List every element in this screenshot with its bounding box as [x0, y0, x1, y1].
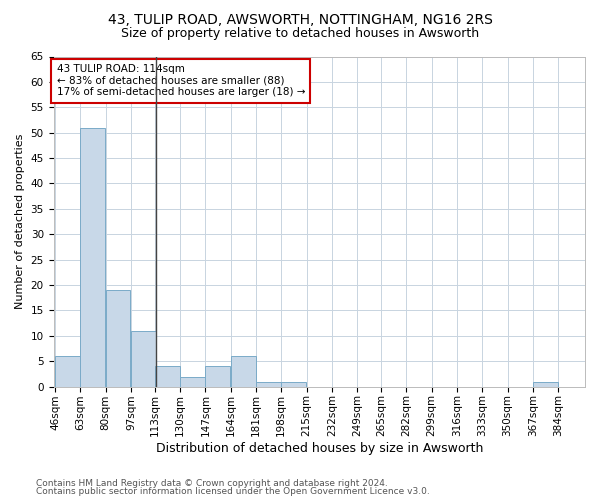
- Text: 43, TULIP ROAD, AWSWORTH, NOTTINGHAM, NG16 2RS: 43, TULIP ROAD, AWSWORTH, NOTTINGHAM, NG…: [107, 12, 493, 26]
- Bar: [80, 128, 105, 386]
- Y-axis label: Number of detached properties: Number of detached properties: [15, 134, 25, 310]
- Bar: [106, 290, 130, 386]
- Bar: [180, 376, 205, 386]
- Bar: [230, 356, 256, 386]
- Bar: [256, 382, 281, 386]
- Text: Size of property relative to detached houses in Awsworth: Size of property relative to detached ho…: [121, 28, 479, 40]
- Bar: [131, 331, 156, 386]
- Text: Contains public sector information licensed under the Open Government Licence v3: Contains public sector information licen…: [36, 487, 430, 496]
- X-axis label: Distribution of detached houses by size in Awsworth: Distribution of detached houses by size …: [155, 442, 483, 455]
- Bar: [205, 366, 230, 386]
- Text: 43 TULIP ROAD: 114sqm
← 83% of detached houses are smaller (88)
17% of semi-deta: 43 TULIP ROAD: 114sqm ← 83% of detached …: [56, 64, 305, 98]
- Bar: [281, 382, 306, 386]
- Bar: [155, 366, 179, 386]
- Bar: [55, 356, 80, 386]
- Text: Contains HM Land Registry data © Crown copyright and database right 2024.: Contains HM Land Registry data © Crown c…: [36, 478, 388, 488]
- Bar: [533, 382, 558, 386]
